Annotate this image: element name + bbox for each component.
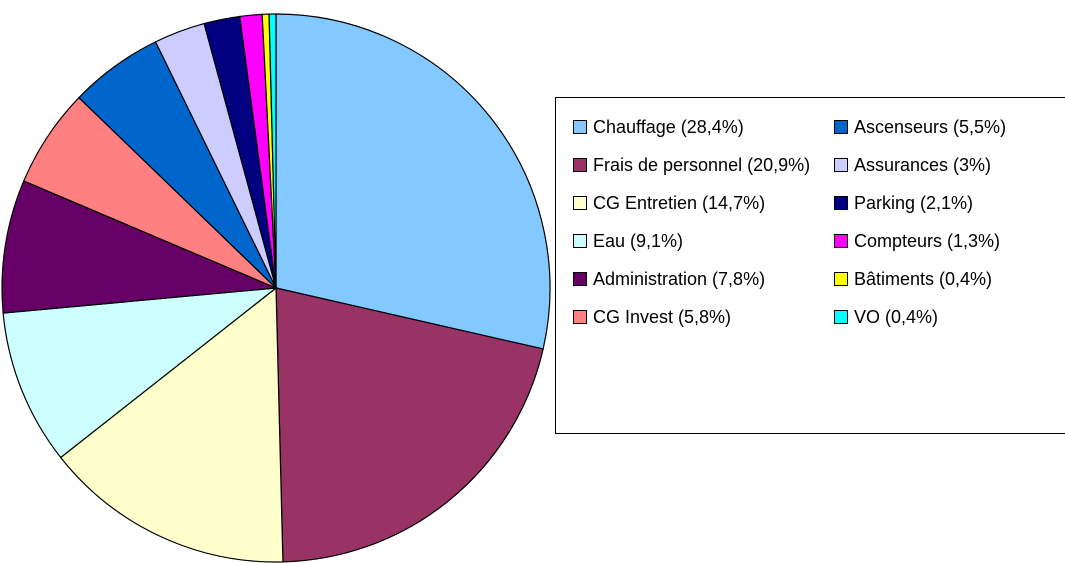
legend-swatch [834,310,848,324]
legend-item: Compteurs (1,3%) [834,226,1065,257]
pie-slice [268,13,277,289]
legend-swatch [834,120,848,134]
legend-label: CG Invest (5,8%) [593,307,732,327]
legend-item: Bâtiments (0,4%) [834,264,1065,295]
legend-label: Ascenseurs (5,5%) [854,117,1007,137]
legend-item: Frais de personnel (20,9%) [573,150,834,181]
legend-label: VO (0,4%) [854,307,939,327]
legend-label: Eau (9,1%) [593,231,684,251]
legend-label: CG Entretien (14,7%) [593,193,766,213]
legend-label: Parking (2,1%) [854,193,974,213]
pie-slice [1,180,277,314]
pie-chart [1,13,551,563]
legend-swatch [834,158,848,172]
legend-item: Parking (2,1%) [834,188,1065,219]
legend-swatch [573,196,587,210]
pie-slice [275,13,551,350]
legend-swatch [834,234,848,248]
legend-swatch [573,310,587,324]
legend-swatch [834,272,848,286]
legend-swatch [573,120,587,134]
legend-swatch [573,158,587,172]
legend-label: Administration (7,8%) [593,269,766,289]
pie-slice [2,287,278,459]
legend-label: Chauffage (28,4%) [593,117,744,137]
legend-label: Assurances (3%) [854,155,992,175]
legend-label: Frais de personnel (20,9%) [593,155,811,175]
legend-item: Ascenseurs (5,5%) [834,112,1065,143]
legend-item: CG Entretien (14,7%) [573,188,834,219]
legend-swatch [573,234,587,248]
legend-item: Assurances (3%) [834,150,1065,181]
pie-slice [275,287,544,563]
legend-item: Administration (7,8%) [573,264,834,295]
pie-slice [59,286,284,563]
legend-swatch [834,196,848,210]
legend-item: VO (0,4%) [834,302,1065,333]
legend-label: Bâtiments (0,4%) [854,269,993,289]
legend-item: Chauffage (28,4%) [573,112,834,143]
legend-swatch [573,272,587,286]
legend: Chauffage (28,4%) Frais de personnel (20,… [555,97,1065,434]
legend-item: CG Invest (5,8%) [573,302,834,333]
legend-label: Compteurs (1,3%) [854,231,1001,251]
legend-item: Eau (9,1%) [573,226,834,257]
